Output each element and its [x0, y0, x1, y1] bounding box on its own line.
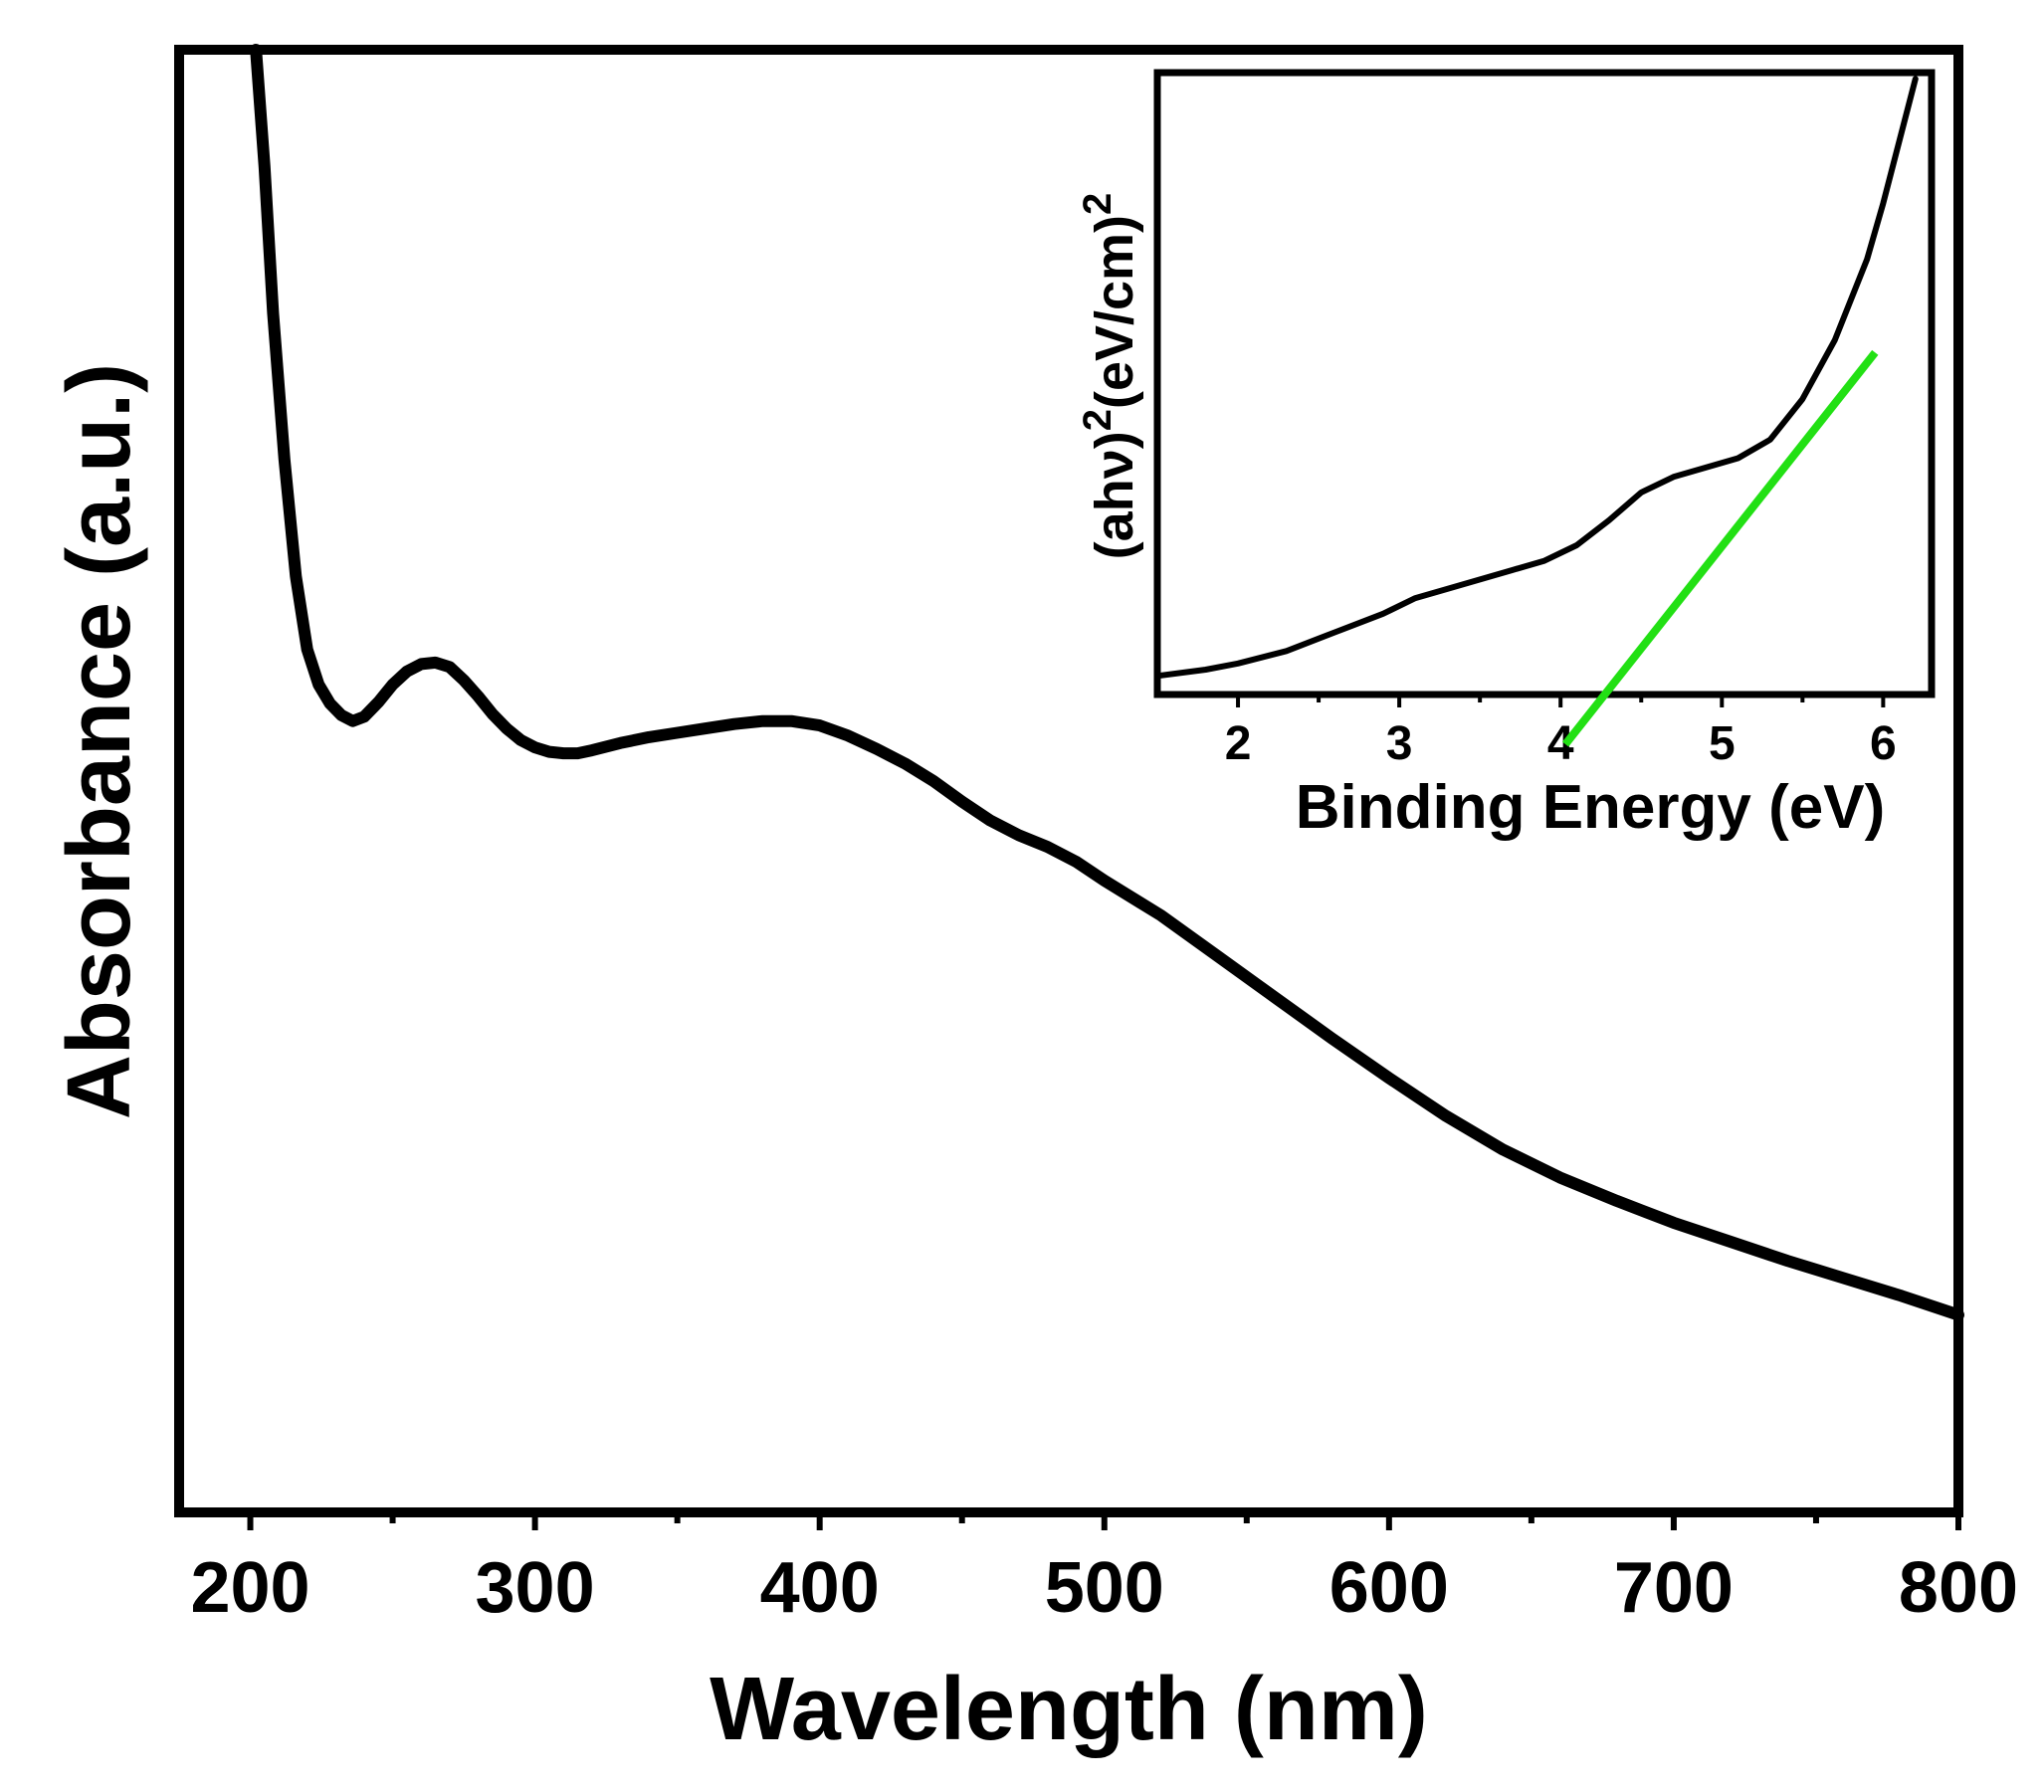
- inset-x-tick-label-6: 6: [1870, 717, 1897, 770]
- inset-x-tick-label-2: 2: [1225, 717, 1252, 770]
- main-x-tick-labels: 200 300 400 500 600 700 800: [190, 1548, 2018, 1628]
- inset-y-label-mid: (eV/cm): [1085, 215, 1144, 409]
- inset-y-label-sup1: 2: [1076, 409, 1120, 431]
- main-y-axis-title: Absorbance (a.u.): [50, 363, 149, 1119]
- main-x-tick-label-600: 600: [1329, 1548, 1449, 1628]
- main-plot-frame: [174, 45, 1963, 1517]
- main-x-tick-label-200: 200: [190, 1548, 309, 1628]
- inset-y-label-sup2: 2: [1076, 193, 1120, 215]
- main-x-tick-label-700: 700: [1614, 1548, 1734, 1628]
- main-x-tick-label-800: 800: [1899, 1548, 2018, 1628]
- inset-x-axis-title: Binding Energy (eV): [1296, 773, 1885, 842]
- inset-x-tick-label-5: 5: [1709, 717, 1736, 770]
- inset-tauc-line: [1154, 76, 1919, 680]
- inset-linear-fit-line: [1561, 349, 1879, 747]
- main-x-tick-label-500: 500: [1045, 1548, 1164, 1628]
- main-x-tick-label-300: 300: [476, 1548, 595, 1628]
- inset-y-label-base: (ahν): [1085, 431, 1144, 559]
- main-x-axis-title: Wavelength (nm): [710, 1660, 1428, 1759]
- inset-plot-frame: [1153, 69, 1936, 698]
- inset-y-axis-title: (ahν)2(eV/cm)2: [1076, 193, 1144, 560]
- main-x-ticks: [247, 1512, 1961, 1530]
- inset-x-ticks: [1236, 695, 1886, 707]
- main-x-tick-label-400: 400: [760, 1548, 880, 1628]
- inset-x-tick-label-3: 3: [1386, 717, 1413, 770]
- main-absorbance-line: [250, 44, 1964, 1321]
